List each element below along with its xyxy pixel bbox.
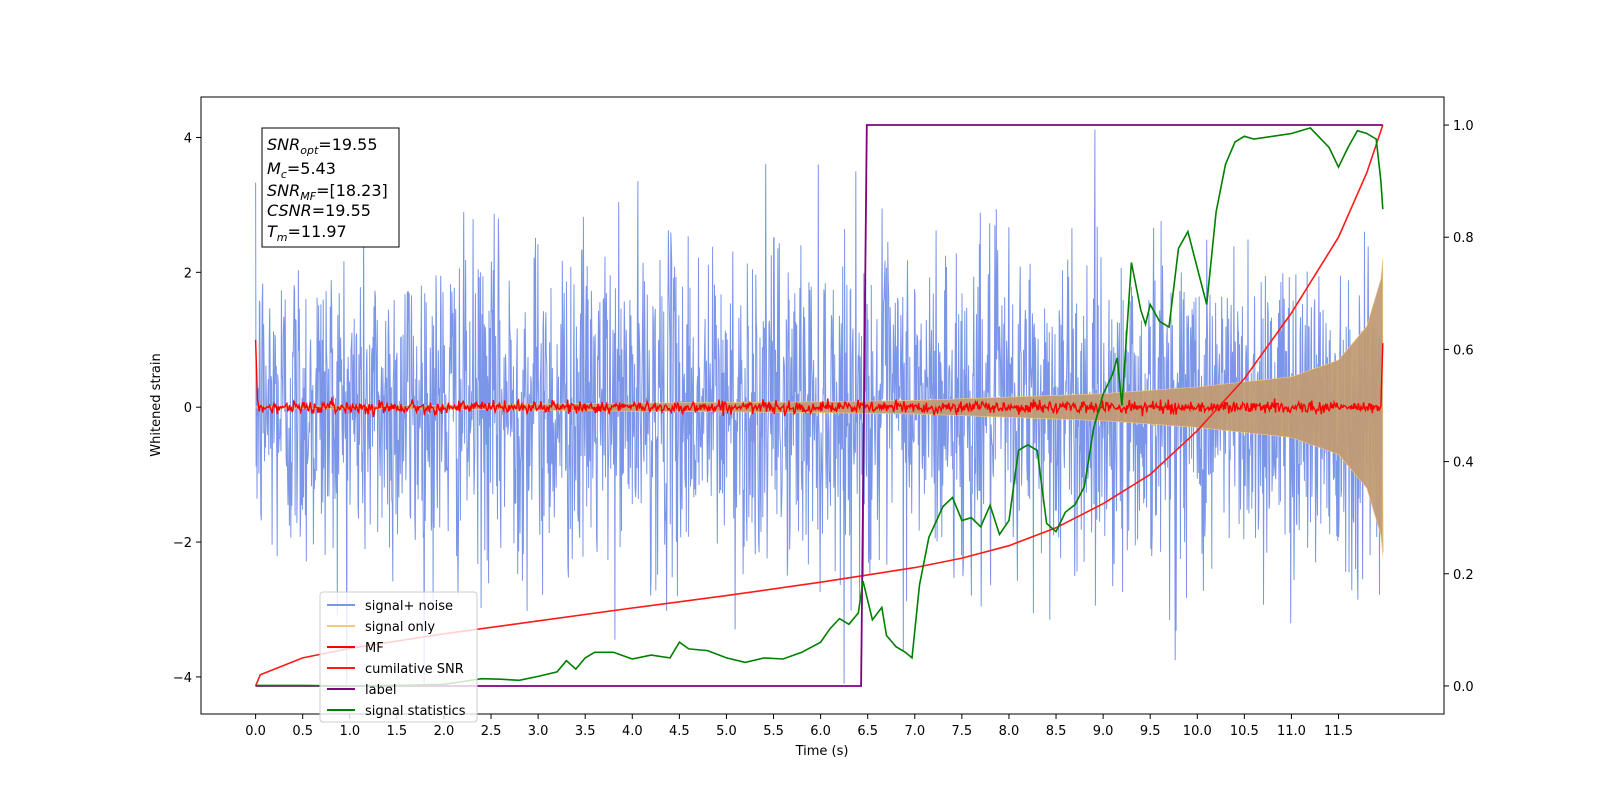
x-tick-label: 9.0 <box>1093 724 1114 739</box>
x-tick-label: 4.0 <box>622 724 643 739</box>
x-tick-label: 6.5 <box>857 724 878 739</box>
x-tick-label: 1.0 <box>339 724 360 739</box>
x-tick-label: 3.5 <box>575 724 596 739</box>
annotation-snr-mf: SNRMF=[18.23] <box>267 181 388 203</box>
annotation-tm: Tm=11.97 <box>267 222 347 244</box>
x-tick-label: 2.5 <box>481 724 502 739</box>
x-tick-label: 4.5 <box>669 724 690 739</box>
x-tick-label: 8.5 <box>1046 724 1067 739</box>
legend-label: signal statistics <box>365 704 466 719</box>
y-tick-label: 4 <box>184 131 192 146</box>
y-axis-label: Whitened strain <box>149 353 164 456</box>
x-tick-label: 3.0 <box>528 724 549 739</box>
legend-label: signal+ noise <box>365 599 453 614</box>
x-tick-label: 8.0 <box>999 724 1020 739</box>
x-tick-label: 0.5 <box>292 724 313 739</box>
x-tick-label: 0.0 <box>245 724 266 739</box>
y2-tick-label: 0.4 <box>1453 456 1474 471</box>
legend-label: MF <box>365 641 384 656</box>
x-tick-label: 6.0 <box>810 724 831 739</box>
x-tick-label: 7.5 <box>952 724 973 739</box>
x-tick-label: 1.5 <box>387 724 408 739</box>
label-line <box>255 124 1383 687</box>
annotation-mc: Mc=5.43 <box>267 159 336 181</box>
y-tick-label: 0 <box>184 401 192 416</box>
x-tick-label: 9.5 <box>1140 724 1161 739</box>
annotation-snr-opt: SNRopt=19.55 <box>267 135 378 157</box>
y-tick-label: −2 <box>173 536 192 551</box>
y2-tick-label: 1.0 <box>1453 119 1474 134</box>
signal-noise-line <box>255 129 1384 684</box>
x-tick-label: 5.0 <box>716 724 737 739</box>
annotation-csnr: CSNR=19.55 <box>267 201 371 220</box>
x-axis-label: Time (s) <box>795 744 849 759</box>
x-tick-label: 10.0 <box>1183 724 1212 739</box>
x-tick-label: 11.0 <box>1277 724 1306 739</box>
y2-tick-label: 0.2 <box>1453 568 1474 583</box>
x-tick-label: 11.5 <box>1324 724 1353 739</box>
y-tick-label: −4 <box>173 671 192 686</box>
x-tick-label: 10.5 <box>1230 724 1259 739</box>
mf-line <box>254 339 1384 418</box>
legend-label: label <box>365 683 396 698</box>
x-tick-label: 5.5 <box>763 724 784 739</box>
y-tick-label: 2 <box>184 266 192 281</box>
y2-tick-label: 0.0 <box>1453 680 1474 695</box>
stats-annotation: SNRopt=19.55 Mc=5.43 SNRMF=[18.23] CSNR=… <box>261 127 400 248</box>
legend-label: cumilative SNR <box>365 662 464 677</box>
signal-statistics-line <box>255 126 1384 687</box>
legend-label: signal only <box>365 620 435 635</box>
y2-tick-label: 0.6 <box>1453 343 1474 358</box>
y2-tick-label: 0.8 <box>1453 231 1474 246</box>
x-tick-label: 2.0 <box>434 724 455 739</box>
plot-frame <box>200 96 1445 715</box>
x-tick-label: 7.0 <box>904 724 925 739</box>
legend: signal+ noise signal only MF cumilative SNR… <box>319 591 478 723</box>
